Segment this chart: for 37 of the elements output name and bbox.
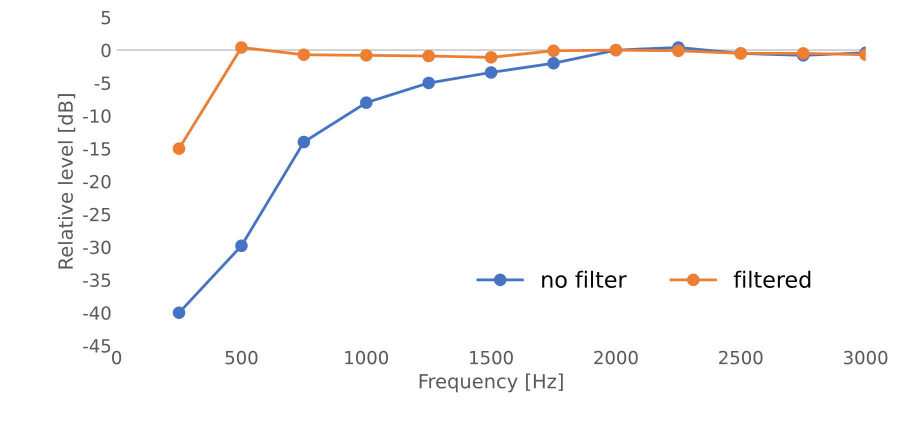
y-tick-label: 5 [102,10,110,24]
legend-label: no filter [542,270,627,288]
x-tick-label: 3000 [844,350,888,364]
y-tick-label: -40 [83,306,111,320]
point [360,96,373,109]
y-tick-label: 0 [101,44,111,58]
point [672,44,685,58]
point [235,240,248,252]
x-tick-label: 1500 [470,350,513,364]
point [422,76,435,90]
x-tick-label: 500 [226,350,258,364]
y-tick-label: -10 [83,109,111,123]
y-tick-label: -20 [83,174,111,189]
y-tick-label: -15 [83,142,110,156]
x-axis-title: Frequency [Hz] [420,373,563,392]
x-tick-label: 1000 [345,350,388,364]
point [172,306,186,320]
point [484,51,498,64]
point [360,49,373,62]
point [422,50,435,62]
point [298,48,310,61]
y-axis-title: Relative level [dB] [58,94,76,268]
y-tick-label: -45 [83,339,110,353]
y-tick-label: -35 [83,273,110,288]
legend-label: filtered [734,270,810,288]
y-tick-label: -30 [83,240,111,254]
point [298,136,310,148]
x-tick-label: 2500 [719,350,763,364]
point [172,142,186,155]
y-tick-label: -25 [83,208,110,222]
point [484,66,498,79]
y-tick-label: -5 [94,76,110,90]
point [547,56,560,70]
point [547,44,560,58]
x-tick-label: 0 [112,350,122,364]
point [235,41,248,54]
x-tick-label: 2000 [594,350,638,364]
